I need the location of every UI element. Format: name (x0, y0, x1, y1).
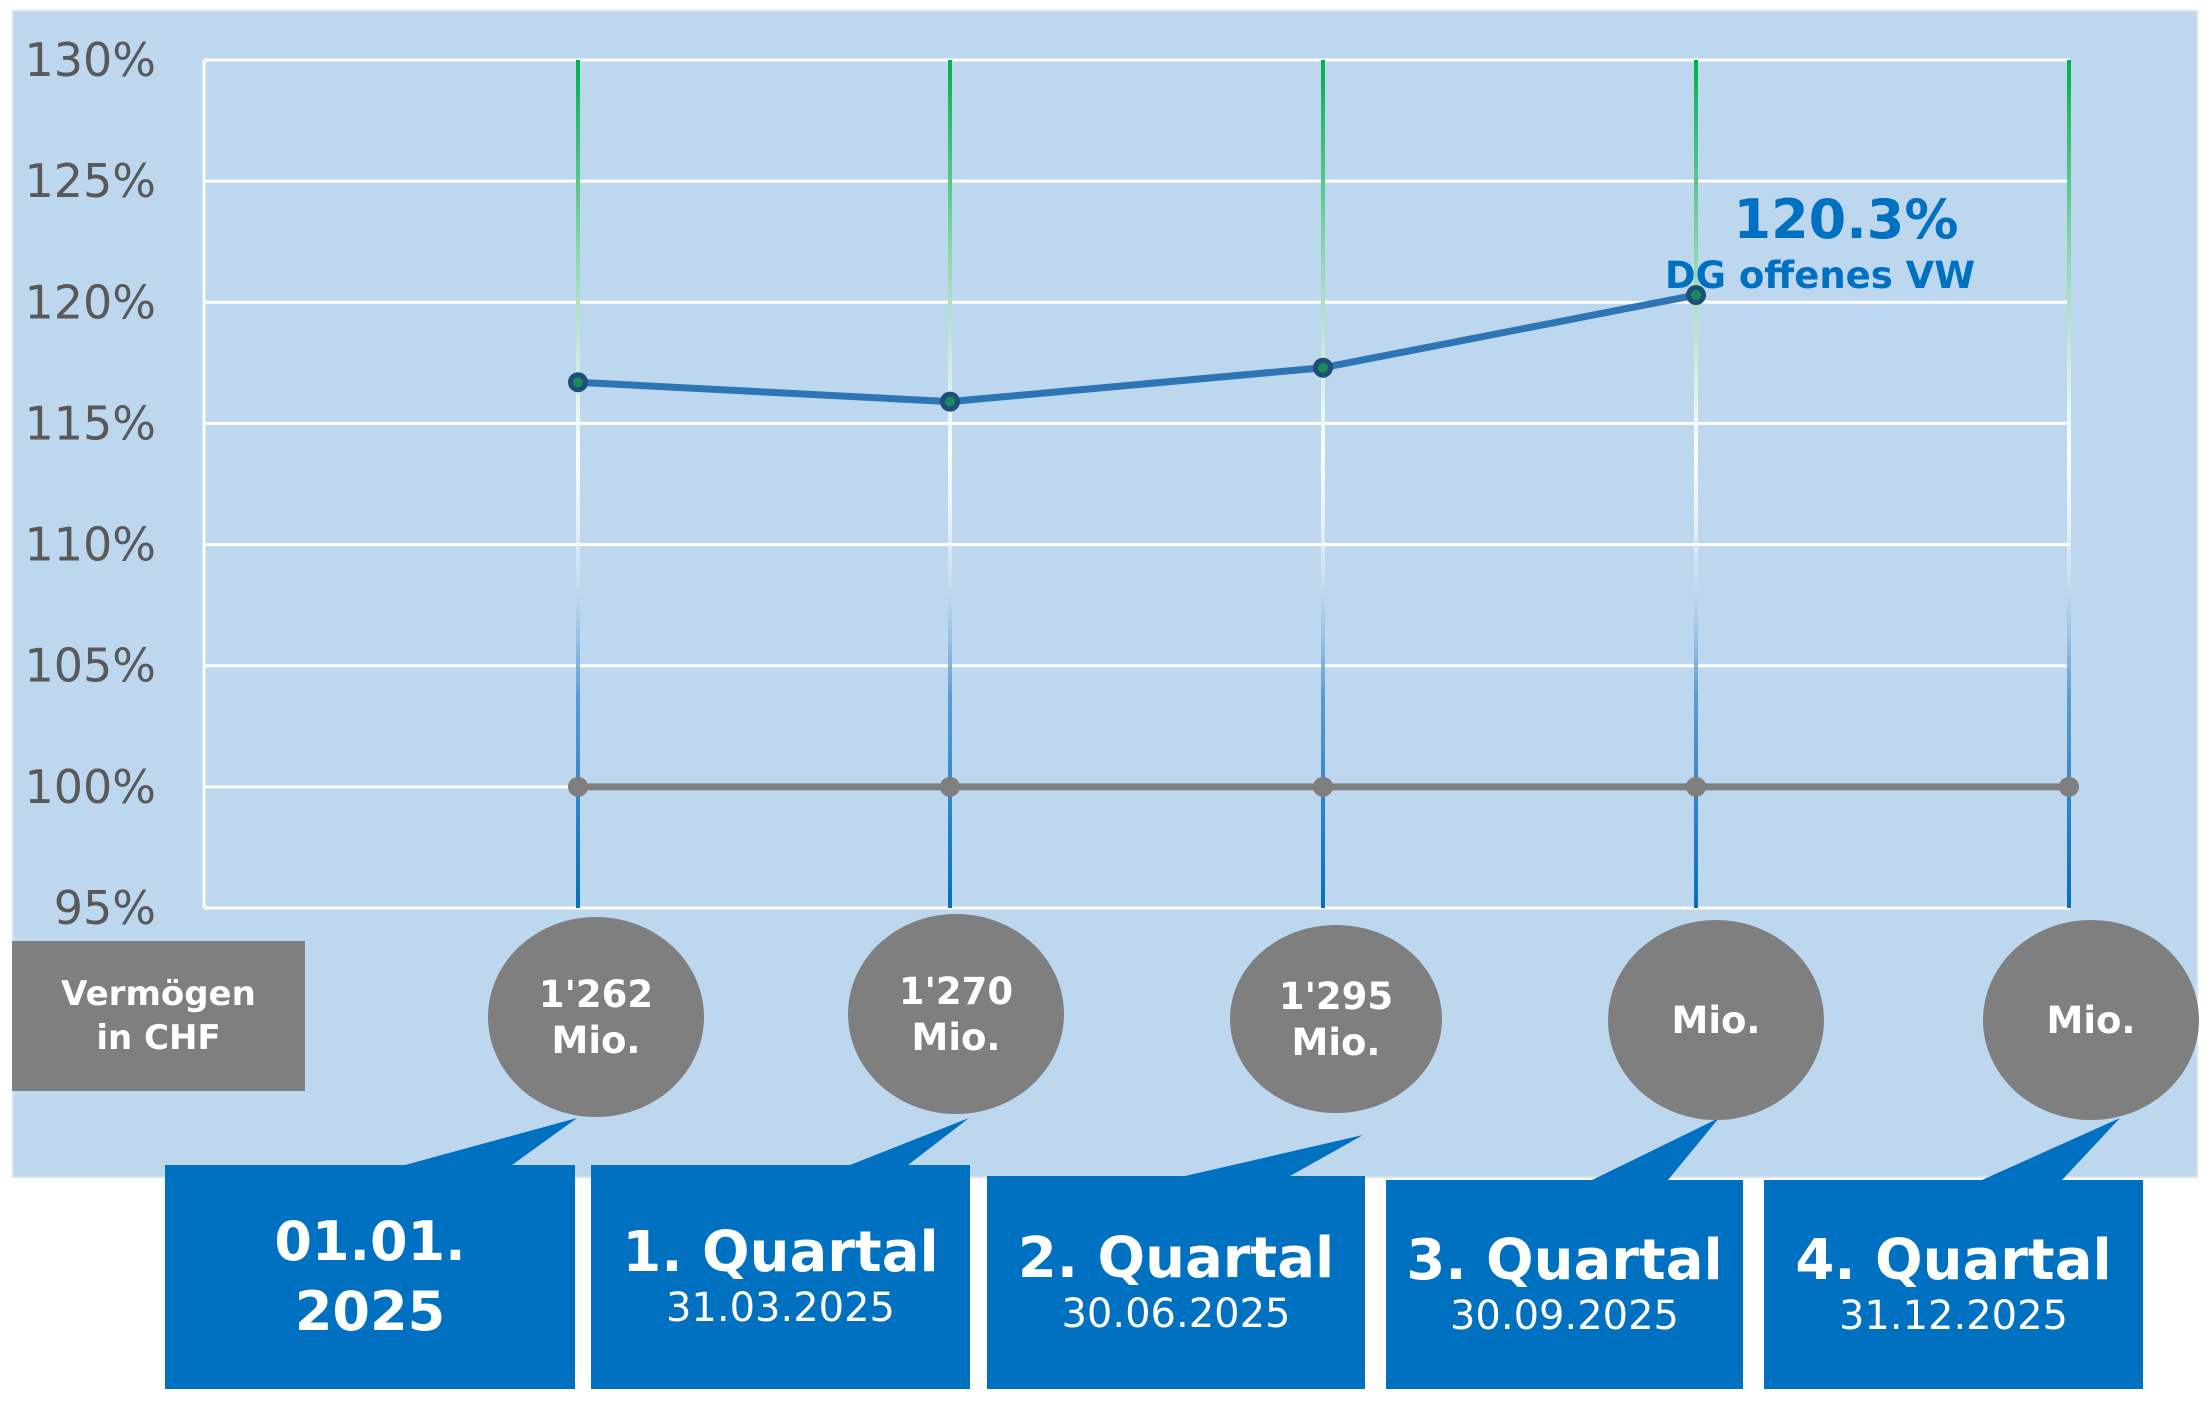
asset-bubble-text: 1'262 (539, 973, 653, 1016)
data-point-baseline (1686, 776, 1706, 797)
period-date: 30.09.2025 (1449, 1292, 1680, 1339)
asset-bubble-text: Mio. (912, 1016, 1001, 1059)
period-title: 4. Quartal (1795, 1227, 2112, 1293)
asset-bubble (1608, 920, 1824, 1120)
asset-bubble-text: 1'270 (899, 970, 1013, 1013)
series-layer (568, 285, 2079, 797)
period-box-start: 01.01. 2025 (165, 1165, 575, 1389)
period-box-q1: 1. Quartal 31.03.2025 (591, 1165, 970, 1389)
asset-bubble (1983, 920, 2199, 1120)
period-vertical-line (2067, 60, 2071, 908)
asset-bubble-text: Mio. (1292, 1021, 1381, 1064)
series-line-coverage (577, 291, 1697, 406)
data-point-core (573, 377, 583, 388)
period-title: 2. Quartal (1017, 1225, 1335, 1291)
data-point-core (1318, 362, 1328, 373)
period-title: 3. Quartal (1406, 1227, 1723, 1293)
callout-tail (1982, 1118, 2120, 1180)
annotation-label: DG offenes VW (1665, 254, 1975, 297)
asset-bubble-text: 1'295 (1279, 975, 1393, 1018)
asset-bubble-text: Mio. (552, 1019, 641, 1062)
legend-assets-label: Vermögen in CHF (12, 941, 305, 1091)
annotation: 120.3%DG offenes VW (1665, 188, 1975, 297)
callout-tail (850, 1118, 969, 1165)
period-box-q4: 4. Quartal 31.12.2025 (1764, 1180, 2143, 1389)
data-point-baseline (2059, 776, 2079, 797)
asset-bubble (848, 914, 1064, 1114)
period-title: 01.01. 2025 (274, 1210, 466, 1343)
period-box-q3: 3. Quartal 30.09.2025 (1386, 1180, 1743, 1389)
callout-tail (405, 1118, 577, 1165)
y-tick-labels: 95% 100% 105% 110% 115% 120% 125% 130% (24, 33, 156, 935)
y-tick-label: 130% (24, 33, 156, 87)
period-title: 1. Quartal (622, 1220, 939, 1285)
data-point-core (1691, 290, 1701, 301)
data-point-core (945, 396, 955, 407)
period-vertical-line (1321, 60, 1325, 908)
asset-bubble-text: Mio. (1672, 999, 1761, 1042)
y-tick-label: 105% (24, 639, 156, 693)
y-tick-label: 110% (24, 518, 156, 572)
asset-bubble (1230, 925, 1442, 1113)
data-point-baseline (568, 776, 588, 797)
vertical-lines (576, 60, 2071, 908)
data-point-baseline (940, 776, 960, 797)
period-date: 31.12.2025 (1838, 1292, 2069, 1339)
data-point-baseline (1313, 776, 1333, 797)
callout-tail (1592, 1118, 1719, 1180)
y-tick-label: 125% (24, 154, 156, 208)
period-date: 30.06.2025 (1061, 1290, 1291, 1337)
period-box-q2: 2. Quartal 30.06.2025 (987, 1176, 1365, 1389)
period-vertical-line (1694, 60, 1698, 908)
period-vertical-line (576, 60, 580, 908)
period-date: 31.03.2025 (665, 1285, 896, 1331)
asset-bubble-text: Mio. (2047, 999, 2136, 1042)
grid-layer (202, 58, 2070, 910)
callout-tail (1185, 1135, 1363, 1176)
y-tick-label: 100% (24, 760, 156, 814)
annotation-value: 120.3% (1734, 188, 1959, 251)
asset-bubble (488, 917, 704, 1117)
y-tick-label: 95% (54, 881, 156, 935)
y-tick-label: 115% (24, 396, 156, 450)
chart-panel (12, 10, 2198, 1178)
y-tick-label: 120% (24, 275, 156, 329)
period-vertical-line (948, 60, 952, 908)
